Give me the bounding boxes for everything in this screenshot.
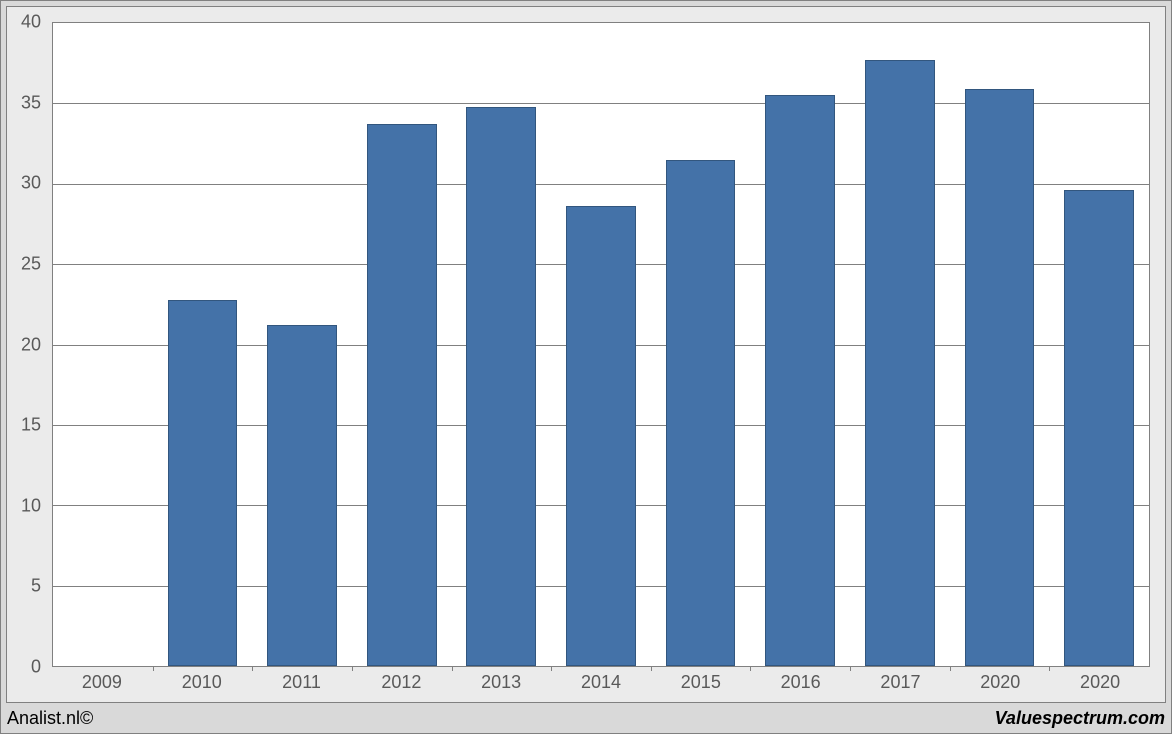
y-tick-label: 15	[21, 415, 41, 436]
y-tick-label: 25	[21, 253, 41, 274]
chart-panel: 0 5 10 15 20 25 30 35 40 2009 2010 2011 2012 2013 201…	[6, 6, 1166, 703]
bar	[666, 160, 736, 666]
x-tick-label: 2013	[481, 672, 521, 693]
y-tick-label: 5	[31, 576, 41, 597]
bar	[367, 124, 437, 666]
bar	[168, 300, 238, 667]
x-tick	[750, 666, 751, 671]
chart-frame: 0 5 10 15 20 25 30 35 40 2009 2010 2011 2012 2013 201…	[0, 0, 1172, 734]
x-axis-labels: 2009 2010 2011 2012 2013 2014 2015 2016 2017 2020…	[52, 672, 1150, 696]
x-tick	[252, 666, 253, 671]
x-tick-label: 2012	[381, 672, 421, 693]
x-tick-label: 2020	[980, 672, 1020, 693]
x-tick	[1049, 666, 1050, 671]
plot-area	[52, 22, 1150, 667]
bar	[466, 107, 536, 666]
footer-left-credit: Analist.nl©	[7, 708, 93, 729]
y-axis-labels: 0510152025303540	[7, 22, 47, 667]
y-tick-label: 40	[21, 12, 41, 33]
y-tick-label: 0	[31, 657, 41, 678]
y-tick-label: 35	[21, 92, 41, 113]
x-tick-label: 2020	[1080, 672, 1120, 693]
x-tick-label: 2011	[282, 672, 321, 693]
bar	[566, 206, 636, 666]
x-tick	[352, 666, 353, 671]
x-tick-label: 2014	[581, 672, 621, 693]
x-tick-label: 2016	[781, 672, 821, 693]
x-tick-label: 2015	[681, 672, 721, 693]
y-tick-label: 30	[21, 173, 41, 194]
y-tick-label: 10	[21, 495, 41, 516]
bar	[1064, 190, 1134, 666]
x-tick	[452, 666, 453, 671]
bar	[865, 60, 935, 666]
bar	[965, 89, 1035, 666]
x-tick	[950, 666, 951, 671]
bar	[765, 95, 835, 666]
y-tick-label: 20	[21, 334, 41, 355]
x-tick	[651, 666, 652, 671]
footer-right-credit: Valuespectrum.com	[995, 708, 1165, 729]
bar	[267, 325, 337, 666]
x-tick-label: 2009	[82, 672, 122, 693]
x-tick	[551, 666, 552, 671]
x-tick	[153, 666, 154, 671]
x-tick-label: 2010	[182, 672, 222, 693]
x-tick	[850, 666, 851, 671]
x-tick-label: 2017	[880, 672, 920, 693]
